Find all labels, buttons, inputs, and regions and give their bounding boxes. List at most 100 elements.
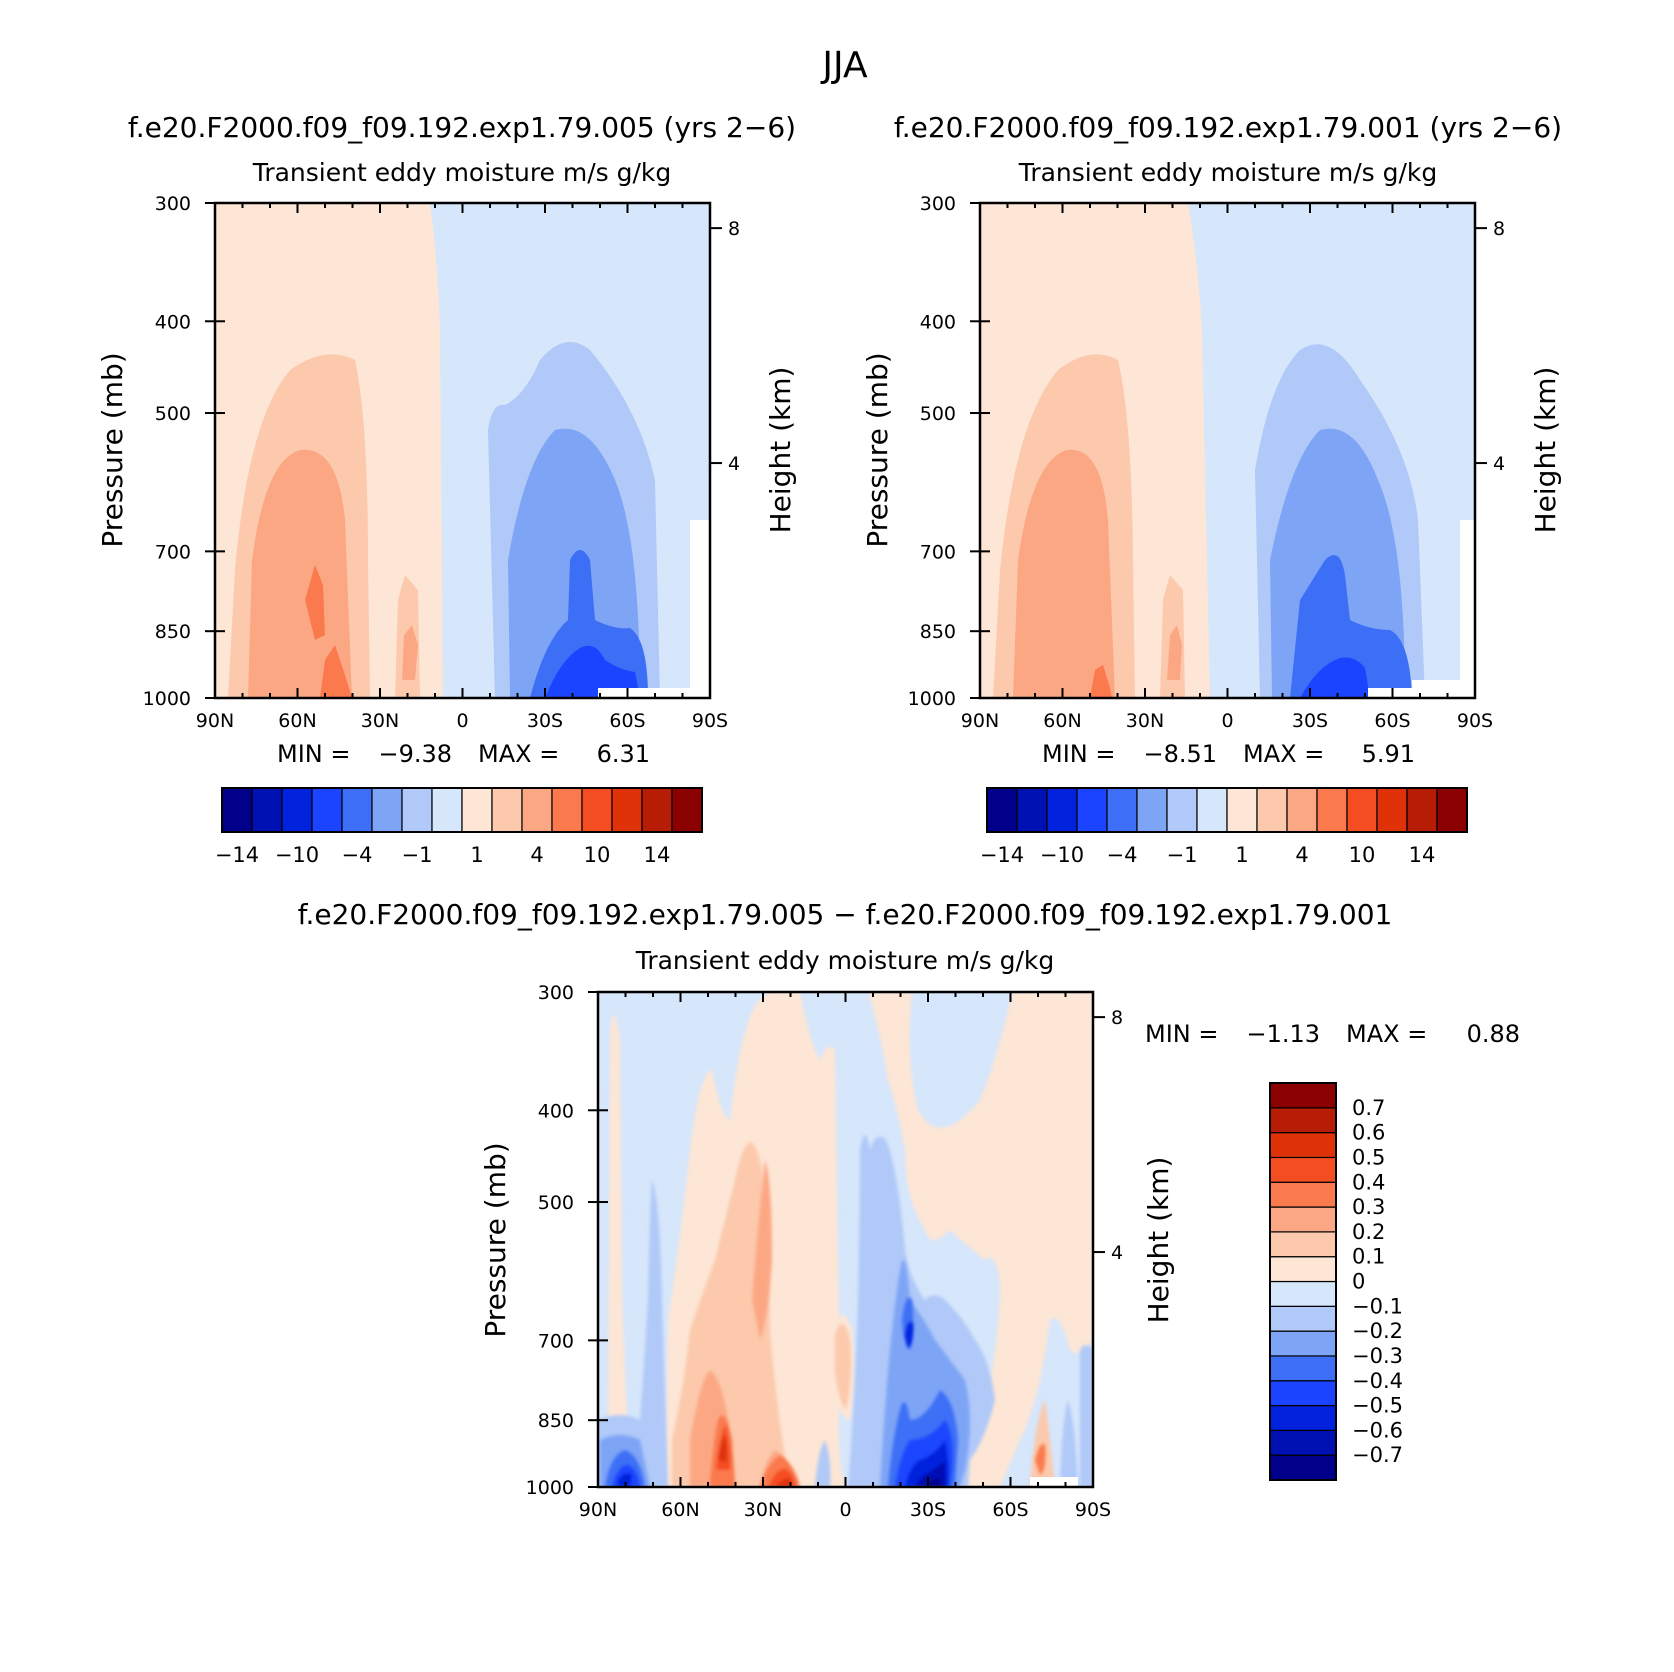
panel-a-axes-xtick-label: 60N [278, 710, 316, 732]
panel-b-colorbar-swatch [1166, 787, 1198, 833]
panel-a-colorbar-swatch [551, 787, 583, 833]
panel-b-field [980, 203, 1475, 698]
panel-a-axes-xtick-label: 90S [692, 710, 728, 732]
panel-c-colorbar-frame [1269, 1082, 1337, 1481]
panel-a-run-title: f.e20.F2000.f09_f09.192.exp1.79.005 (yrs… [128, 111, 796, 144]
panel-c-run-title: f.e20.F2000.f09_f09.192.exp1.79.005 − f.… [298, 898, 1393, 931]
panel-c-colorbar-swatch [1269, 1330, 1337, 1357]
figure-title: JJA [820, 45, 868, 86]
panel-b-colorbar-swatch [1316, 787, 1348, 833]
panel-b-missing-data [1368, 688, 1475, 698]
panel-a-colorbar-label: −10 [275, 843, 319, 867]
panel-c-colorbar: 0.70.60.50.40.30.20.10−0.1−0.2−0.3−0.4−0… [1269, 1082, 1403, 1481]
panel-b-max-value: 5.91 [1362, 740, 1415, 768]
panel-b-colorbar-swatch [1226, 787, 1258, 833]
panel-a-axes-ytick-label: 400 [155, 311, 191, 333]
panel-a-colorbar-swatch [341, 787, 373, 833]
panel-b-ylabel-right: Height (km) [1529, 367, 1562, 534]
panel-b-colorbar: −14 −10 −4 −1 1 4 10 14 [980, 787, 1468, 867]
panel-b-colorbar-swatch [1256, 787, 1288, 833]
panel-c-colorbar-swatch [1269, 1082, 1337, 1109]
panel-c-colorbar-swatch [1269, 1454, 1337, 1481]
panel-b-axes-xtick-label: 0 [1221, 710, 1233, 732]
panel-c-colorbar-label: −0.4 [1352, 1369, 1403, 1393]
panel-b-colorbar-swatch [1046, 787, 1078, 833]
panel-b-colorbar-swatch [1196, 787, 1228, 833]
panel-b-colorbar-label: 4 [1295, 843, 1308, 867]
panel-a-colorbar-swatch [581, 787, 613, 833]
panel-b-axes: 90N 60N 30N 0 30S 60S 90S 300 400 500 700 850 1000 8 4 [908, 193, 1505, 732]
panel-a-min-value: −9.38 [378, 740, 452, 768]
panel-c-colorbar-label: 0.5 [1352, 1145, 1385, 1169]
panel-a-axes-xtick-label: 30S [527, 710, 563, 732]
panel-a-colorbar-frame [221, 787, 703, 833]
panel-a-colorbar-label: −14 [215, 843, 259, 867]
panel-b-colorbar-label: −10 [1040, 843, 1084, 867]
panel-a-field [215, 203, 710, 698]
panel-c-missing-data [1030, 1477, 1078, 1487]
panel-a-axes-rtick-label: 4 [728, 453, 740, 475]
panel-c-colorbar-label: 0.2 [1352, 1220, 1385, 1244]
panel-c-colorbar-swatch [1269, 1231, 1337, 1258]
panel-a-colorbar-label: −4 [342, 843, 373, 867]
panel-b-contour-2-4 [1013, 449, 1115, 698]
panel-b-axes-ytick-label: 500 [920, 403, 956, 425]
panel-c-axes-rtick-label: 8 [1111, 1007, 1123, 1029]
panel-c-colorbar-label: −0.2 [1352, 1319, 1403, 1343]
panel-c-axes-xtick-label: 90N [579, 1499, 617, 1521]
panel-b-subtitle: Transient eddy moisture m/s g/kg [1018, 158, 1438, 187]
panel-b-colorbar-swatch [1376, 787, 1408, 833]
panel-b-colorbar-label: −1 [1167, 843, 1198, 867]
panel-b-colorbar-frame [986, 787, 1468, 833]
panel-b-ylabel: Pressure (mb) [861, 352, 894, 547]
panel-a-max-value: 6.31 [597, 740, 650, 768]
panel-b-missing-data-3 [1460, 520, 1475, 688]
panel-c-colorbar-swatch [1269, 1305, 1337, 1332]
panel-b-colorbar-swatch [1406, 787, 1438, 833]
panel-c-axes-ytick-label: 400 [538, 1100, 574, 1122]
panel-b-colorbar-swatch [1136, 787, 1168, 833]
panel-b-axes-rtick-label: 8 [1493, 218, 1505, 240]
panel-b-axes-xtick-label: 90S [1457, 710, 1493, 732]
panel-c-axes: 90N 60N 30N 0 30S 60S 90S 300 400 500 700 850 1000 8 4 [526, 982, 1123, 1521]
panel-a-colorbar-swatch [221, 787, 253, 833]
panel-b-colorbar-swatch [1076, 787, 1108, 833]
panel-b-axes-ytick-label: 700 [920, 541, 956, 563]
panel-c-colorbar-label: 0.3 [1352, 1195, 1385, 1219]
panel-c-negative-strong [612, 1321, 953, 1487]
panel-a-colorbar-label: 10 [584, 843, 611, 867]
panel-c-min-label: MIN = [1145, 1020, 1218, 1048]
panel-a-colorbar-swatch [281, 787, 313, 833]
panel-b-colorbar-label: −4 [1107, 843, 1138, 867]
panel-b-min-label: MIN = [1042, 740, 1115, 768]
panel-c-axes-ytick-label: 300 [538, 982, 574, 1004]
panel-c-colorbar-label: −0.7 [1352, 1443, 1403, 1467]
panel-a-missing-data-2 [690, 520, 710, 688]
panel-c-axes-xtick-label: 60S [992, 1499, 1028, 1521]
panel-c-colorbar-swatch [1269, 1107, 1337, 1134]
panel-a-colorbar-swatch [311, 787, 343, 833]
panel-a-contour-neg4 [530, 550, 648, 698]
panel-c-axes-rtick-label: 4 [1111, 1242, 1123, 1264]
panel-c-colorbar-swatch [1269, 1429, 1337, 1456]
panel-b-colorbar-swatch [1346, 787, 1378, 833]
panel-a-contour-neg7 [545, 645, 640, 698]
panel-a-colorbar-label: 1 [470, 843, 483, 867]
panel-a-colorbar-label: 14 [644, 843, 671, 867]
panel-a-colorbar-swatch [671, 787, 703, 833]
panel-a-axes-ytick-label: 300 [155, 193, 191, 215]
panel-a-axes-xtick-label: 30N [361, 710, 399, 732]
panel-a-axes-ytick-label: 850 [155, 621, 191, 643]
panel-a-contour-2-4b [402, 625, 418, 680]
panel-b-axes-ytick-label: 400 [920, 311, 956, 333]
panel-c-colorbar-label: −0.5 [1352, 1394, 1403, 1418]
panel-a-axes-ytick-label: 500 [155, 403, 191, 425]
panel-c-axes-ytick-label: 850 [538, 1410, 574, 1432]
panel-b-colorbar-label: 10 [1349, 843, 1376, 867]
panel-c-colorbar-label: −0.1 [1352, 1294, 1403, 1318]
panel-b-colorbar-swatch [986, 787, 1018, 833]
panel-a-ylabel: Pressure (mb) [96, 352, 129, 547]
panel-a: f.e20.F2000.f09_f09.192.exp1.79.005 (yrs… [96, 111, 797, 867]
panel-c-colorbar-swatch [1269, 1280, 1337, 1307]
